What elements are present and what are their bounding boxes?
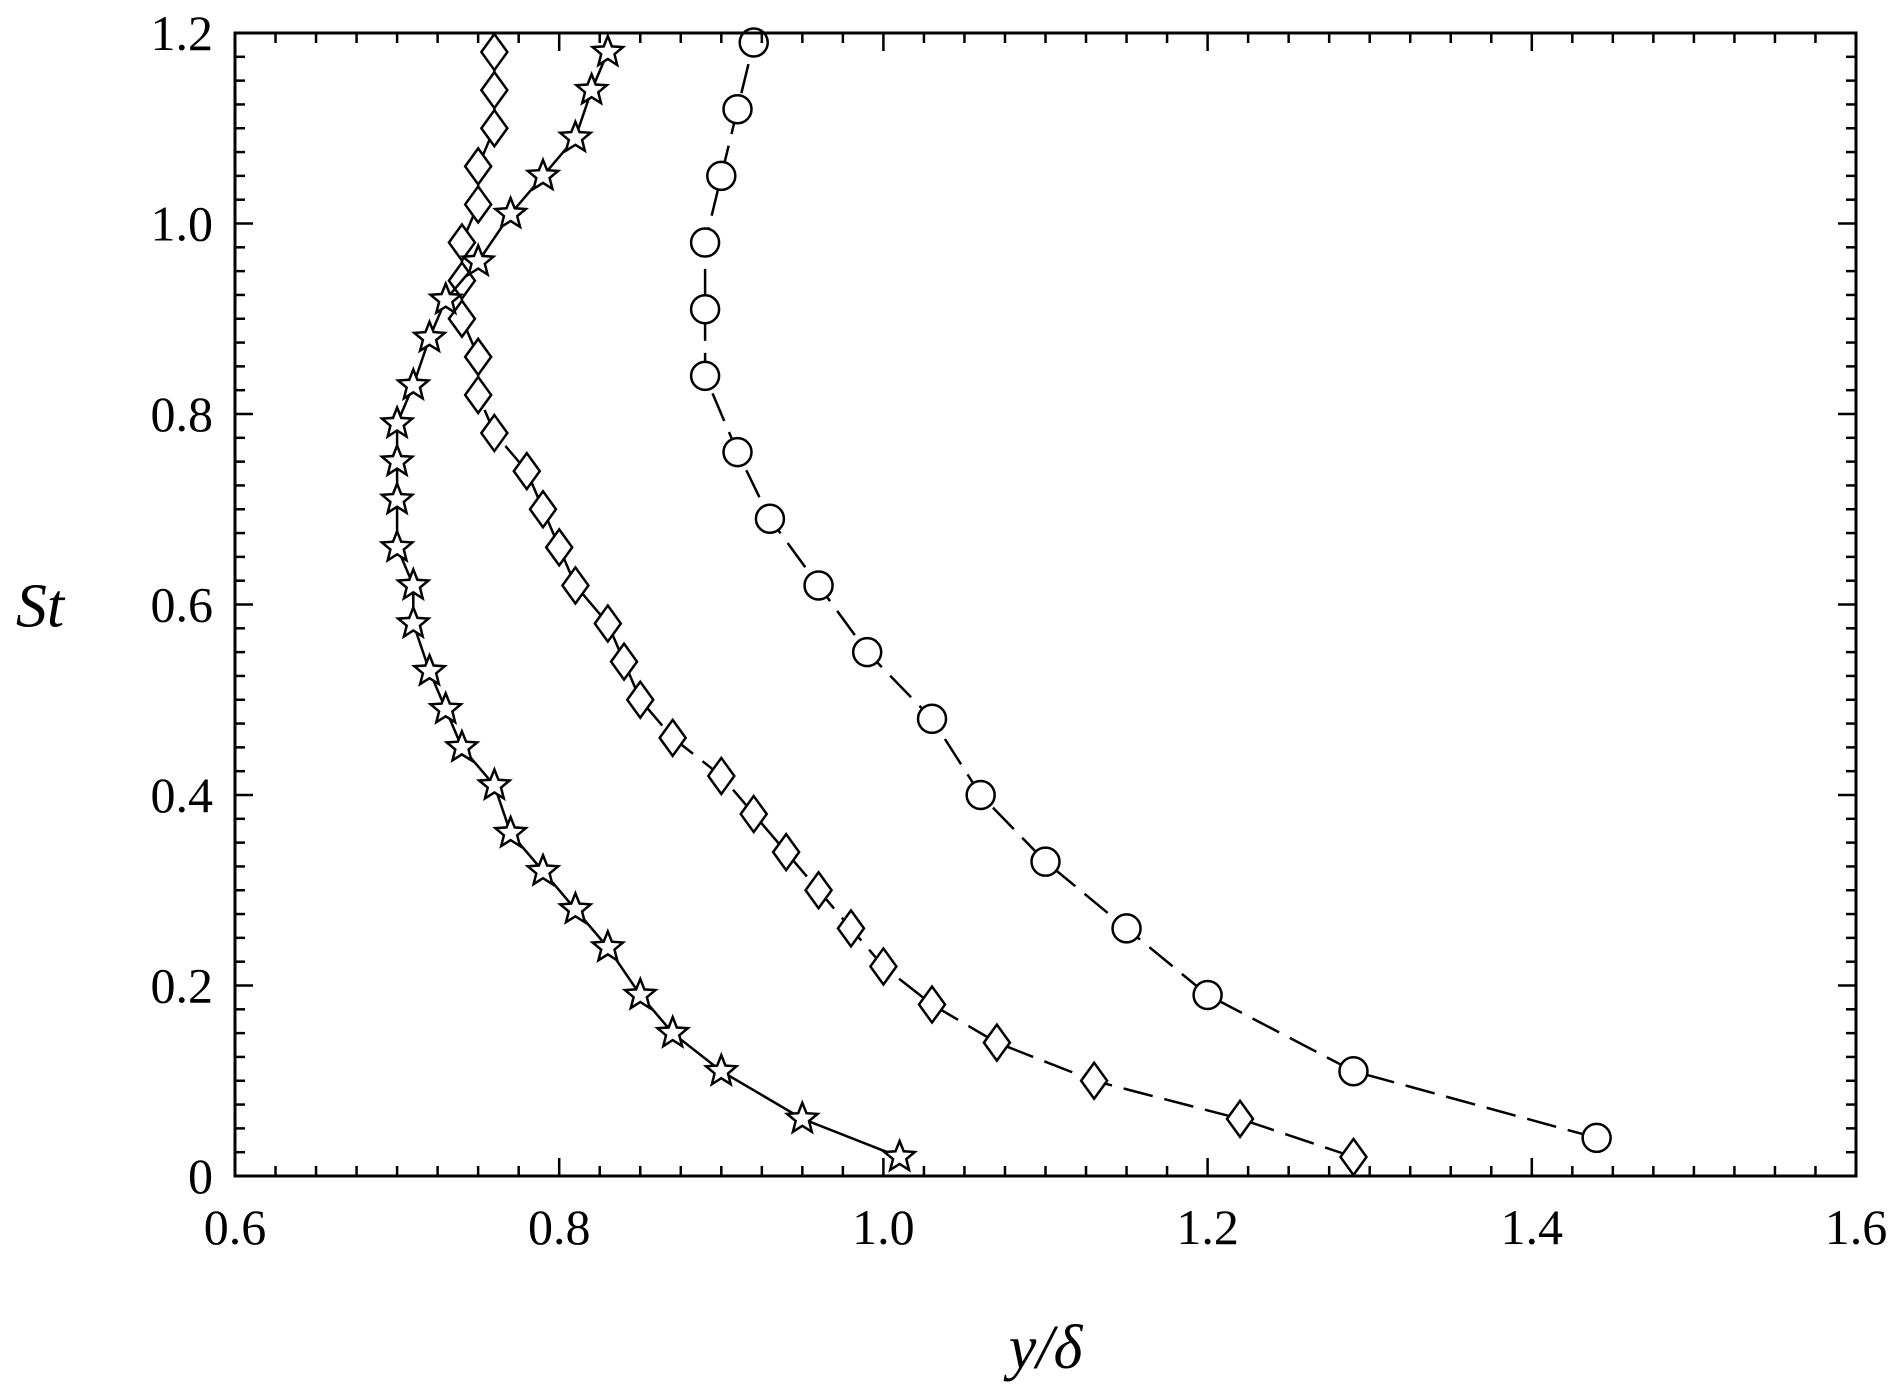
diamond-marker (1079, 1060, 1109, 1101)
y-tick-label: 1.2 (151, 5, 214, 61)
y-tick-label: 0 (188, 1148, 213, 1204)
series-layer (378, 27, 1612, 1178)
diamond-marker (528, 489, 558, 530)
diamond-marker (804, 870, 834, 911)
star-marker (475, 766, 513, 802)
series-circle (689, 27, 1612, 1154)
diamond-marker (771, 832, 801, 873)
y-tick-label: 1.0 (151, 196, 214, 252)
diamond-marker (560, 565, 590, 606)
y-tick-label: 0.2 (151, 958, 214, 1014)
diamond-marker (739, 793, 769, 835)
x-tick-label: 1.2 (1176, 1199, 1239, 1255)
diamond-marker (463, 184, 493, 225)
star-marker (589, 928, 627, 964)
diamond-marker (463, 146, 493, 187)
circle-marker (851, 636, 883, 668)
star-marker (589, 32, 627, 68)
diamond-marker (609, 641, 639, 682)
diamond-marker (868, 946, 898, 987)
diamond-marker (463, 336, 493, 377)
star-marker (621, 975, 659, 1011)
star-marker (783, 1099, 821, 1135)
diamond-marker (593, 603, 623, 644)
circle-marker (754, 503, 786, 535)
circle-marker (1030, 846, 1061, 877)
star-marker (411, 318, 448, 354)
star-marker (459, 242, 497, 278)
circle-marker (689, 360, 721, 392)
star-marker (881, 1137, 919, 1173)
circle-marker (689, 293, 721, 325)
star-marker (427, 689, 465, 725)
diamond-marker (836, 908, 866, 949)
circle-marker (722, 436, 753, 468)
star-marker (394, 604, 432, 640)
star-marker (378, 527, 416, 564)
x-tick-label: 1.0 (852, 1199, 915, 1255)
diamond-marker (658, 717, 688, 758)
series-line (460, 52, 1354, 1159)
diamond-marker (479, 70, 509, 111)
circle-marker (916, 703, 948, 735)
star-marker (573, 70, 611, 106)
y-tick-label: 0.8 (151, 386, 214, 442)
diamond-marker (463, 374, 493, 416)
star-marker (394, 565, 432, 602)
circle-marker (1338, 1055, 1369, 1087)
x-tick-label: 0.6 (204, 1199, 267, 1255)
star-marker (427, 280, 465, 316)
plot-frame (233, 31, 1858, 1178)
star-marker (556, 118, 594, 154)
diamond-marker (479, 412, 509, 454)
diamond-marker (917, 984, 947, 1025)
circle-marker (722, 93, 753, 125)
star-marker (443, 728, 481, 764)
label-layer: 0.6 0.8 1.0 1.2 1.4 1.6 0 0.2 0.4 0.6 0.8 1.0 1.2 (151, 5, 1888, 1255)
star-marker (492, 194, 530, 230)
x-tick-label: 1.4 (1501, 1199, 1564, 1255)
series-star (378, 32, 919, 1173)
star-marker (492, 813, 530, 849)
diamond-marker (544, 527, 574, 568)
diamond-marker (1225, 1098, 1255, 1139)
diamond-marker (479, 31, 509, 73)
star-marker (556, 889, 594, 925)
circle-marker (1581, 1122, 1612, 1154)
series-diamond (447, 31, 1369, 1178)
diamond-marker (479, 108, 509, 149)
x-axis-title: y/δ (1003, 1314, 1084, 1382)
star-marker (378, 480, 416, 516)
star-marker (411, 651, 448, 687)
star-marker (378, 442, 416, 478)
star-marker (378, 404, 416, 440)
diamond-marker (447, 222, 477, 263)
circle-marker (803, 570, 834, 601)
x-tick-label: 1.6 (1825, 1199, 1888, 1255)
circle-marker (1192, 979, 1223, 1011)
circle-marker (1111, 913, 1142, 944)
x-tick-label: 0.8 (528, 1199, 591, 1255)
diamond-marker (512, 451, 542, 492)
circle-marker (689, 227, 721, 258)
diamond-marker (625, 679, 655, 720)
y-tick-label: 0.4 (151, 767, 214, 823)
star-marker (702, 1051, 740, 1087)
diamond-marker (982, 1022, 1012, 1063)
star-marker (524, 156, 562, 192)
diamond-marker (706, 755, 736, 797)
star-marker (394, 365, 432, 402)
circle-marker (706, 160, 737, 192)
star-marker (654, 1013, 692, 1049)
y-tick-label: 0.6 (151, 577, 214, 633)
circle-marker (965, 779, 996, 811)
star-marker (524, 851, 562, 887)
y-axis-title: St (16, 573, 66, 641)
